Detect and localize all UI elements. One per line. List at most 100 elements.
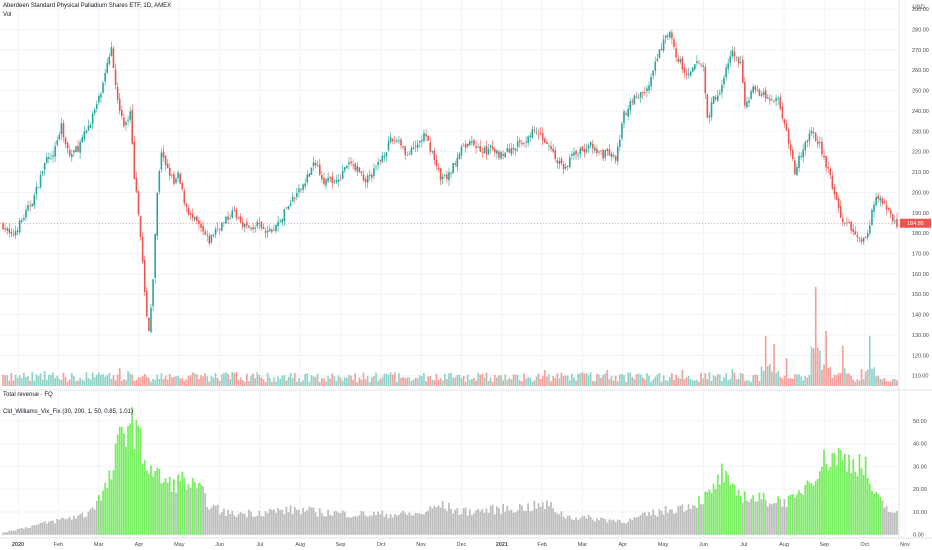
candle-body xyxy=(398,140,400,142)
candle-body xyxy=(114,69,117,86)
vix-fix-bar xyxy=(489,505,492,535)
candle-body xyxy=(360,171,363,174)
volume-bar xyxy=(368,381,371,386)
candle-body xyxy=(352,164,354,166)
candle-body xyxy=(354,163,356,170)
vix-fix-bar xyxy=(652,509,655,535)
candle-body xyxy=(150,307,152,333)
volume-bar xyxy=(844,368,846,386)
volume-bar xyxy=(210,375,213,386)
volume-bar xyxy=(573,377,575,386)
volume-bar xyxy=(354,373,357,386)
volume-bar xyxy=(837,373,840,386)
volume-bar xyxy=(114,380,117,386)
volume-bar xyxy=(719,374,721,386)
vix-fix-bar xyxy=(750,498,752,535)
candle-body xyxy=(285,207,288,209)
volume-bar xyxy=(439,378,442,386)
currency-label: USD xyxy=(912,5,925,11)
vix-fix-bar xyxy=(327,509,329,535)
vix-fix-bar xyxy=(64,519,67,535)
candle-body xyxy=(302,184,304,190)
volume-bar xyxy=(421,375,423,386)
vix-fix-bar xyxy=(787,495,790,535)
candle-body xyxy=(821,141,823,155)
candle-body xyxy=(752,86,754,93)
vix-fix-bar xyxy=(883,507,886,535)
candle-body xyxy=(846,222,848,224)
vix-fix-bar xyxy=(206,507,209,535)
candle-body xyxy=(635,96,638,98)
price-tick-label: 110.00 xyxy=(912,374,928,380)
volume-bar xyxy=(600,377,602,386)
candle-body xyxy=(350,161,352,164)
vix-fix-bar xyxy=(108,470,111,535)
volume-bar xyxy=(239,377,242,386)
volume-bar xyxy=(387,374,390,386)
vix-fix-bar xyxy=(404,512,407,535)
volume-bar xyxy=(852,379,855,386)
vix-fix-bar xyxy=(468,509,471,535)
volume-bar xyxy=(177,376,179,386)
candle-body xyxy=(118,98,121,111)
volume-bar xyxy=(560,372,563,386)
volume-bar xyxy=(733,372,736,386)
vix-fix-bar xyxy=(806,480,809,535)
time-tick-label: Apr xyxy=(135,542,144,548)
vix-fix-bar xyxy=(418,513,421,535)
candle-body xyxy=(287,206,290,210)
volume-bar xyxy=(885,381,888,386)
candle-body xyxy=(458,154,461,160)
candle-body xyxy=(306,174,309,183)
candle-body xyxy=(108,56,111,65)
vix-fix-bar xyxy=(671,509,673,535)
candle-body xyxy=(677,58,679,62)
candle-body xyxy=(54,146,56,157)
price-candles xyxy=(2,29,898,333)
volume-bar xyxy=(477,372,479,386)
price-tick-label: 120.00 xyxy=(912,353,929,359)
volume-bar xyxy=(141,375,144,386)
vix-fix-bar xyxy=(727,474,730,535)
volume-bar xyxy=(266,372,269,386)
candle-body xyxy=(323,177,325,184)
volume-bar xyxy=(298,377,300,386)
volume-bar xyxy=(29,380,31,386)
candle-body xyxy=(146,291,148,317)
candle-body xyxy=(246,222,248,226)
vix-fix-bar xyxy=(731,483,734,535)
volume-bar xyxy=(791,378,794,386)
volume-bar xyxy=(225,372,227,386)
volume-bar xyxy=(364,379,367,386)
volume-bar xyxy=(835,375,838,386)
vix-fix-bar xyxy=(10,530,13,535)
candle-body xyxy=(329,177,331,179)
volume-bar xyxy=(237,380,240,386)
candle-body xyxy=(60,123,63,135)
vix-fix-bar xyxy=(268,508,271,535)
candle-body xyxy=(479,145,482,152)
candle-body xyxy=(121,110,123,117)
candle-body xyxy=(527,136,529,144)
vix-fix-bar xyxy=(681,504,684,535)
vix-fix-bar xyxy=(585,518,588,535)
volume-bar xyxy=(754,374,757,386)
volume-bar xyxy=(564,375,567,386)
vix-fix-bar xyxy=(512,512,515,535)
candle-body xyxy=(475,146,477,148)
candle-body xyxy=(496,150,498,154)
vix-fix-bar xyxy=(156,467,159,535)
volume-bar xyxy=(304,373,307,386)
candle-body xyxy=(710,102,713,118)
vix-fix-bar xyxy=(145,470,148,535)
candle-body xyxy=(104,72,106,82)
price-tick-label: 190.00 xyxy=(912,211,929,217)
volume-bar xyxy=(502,380,504,386)
candle-body xyxy=(31,203,34,207)
candle-body xyxy=(673,39,675,47)
volume-bar xyxy=(321,377,323,386)
candle-body xyxy=(827,166,829,169)
vix-fix-bar xyxy=(558,514,561,535)
candle-body xyxy=(656,58,659,61)
vix-fix-bar xyxy=(281,509,284,535)
